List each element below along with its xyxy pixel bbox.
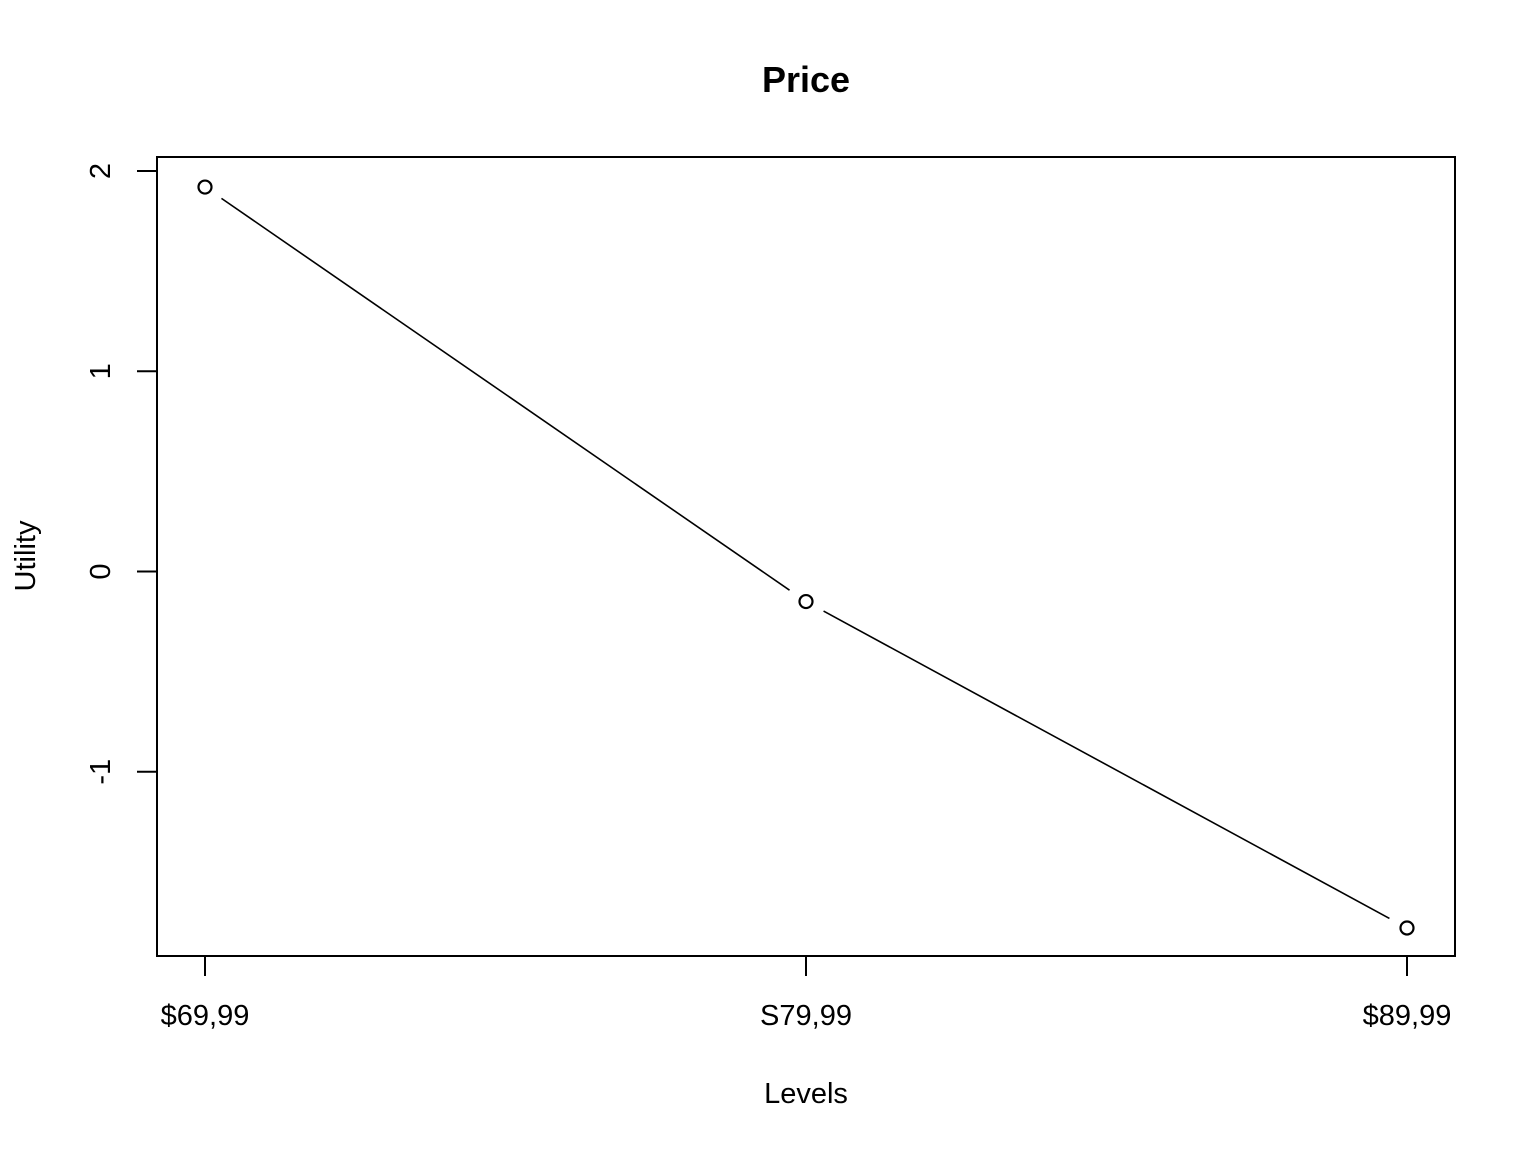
- series-line-segment: [823, 610, 1390, 920]
- x-tick-label: S79,99: [760, 1000, 852, 1032]
- x-tick-label: $69,99: [161, 1000, 250, 1032]
- data-point: [197, 179, 213, 195]
- data-point: [798, 593, 814, 610]
- y-axis: -1 0 1 2: [85, 163, 157, 785]
- y-tick-label: 1: [85, 363, 117, 379]
- y-tick-label: 0: [85, 563, 117, 579]
- y-tick-label: -1: [85, 759, 117, 785]
- data-point: [1399, 920, 1415, 936]
- series-line-segment: [221, 197, 790, 591]
- series-group: [197, 179, 1415, 936]
- x-axis-label: Levels: [764, 1078, 848, 1110]
- x-tick-label: $89,99: [1363, 1000, 1452, 1032]
- plot-frame: [156, 156, 1456, 957]
- chart-title: Price: [762, 59, 850, 100]
- y-axis-label: Utility: [10, 520, 42, 591]
- x-axis: $69,99 S79,99 $89,99: [161, 956, 1452, 1032]
- y-tick-label: 2: [85, 163, 117, 179]
